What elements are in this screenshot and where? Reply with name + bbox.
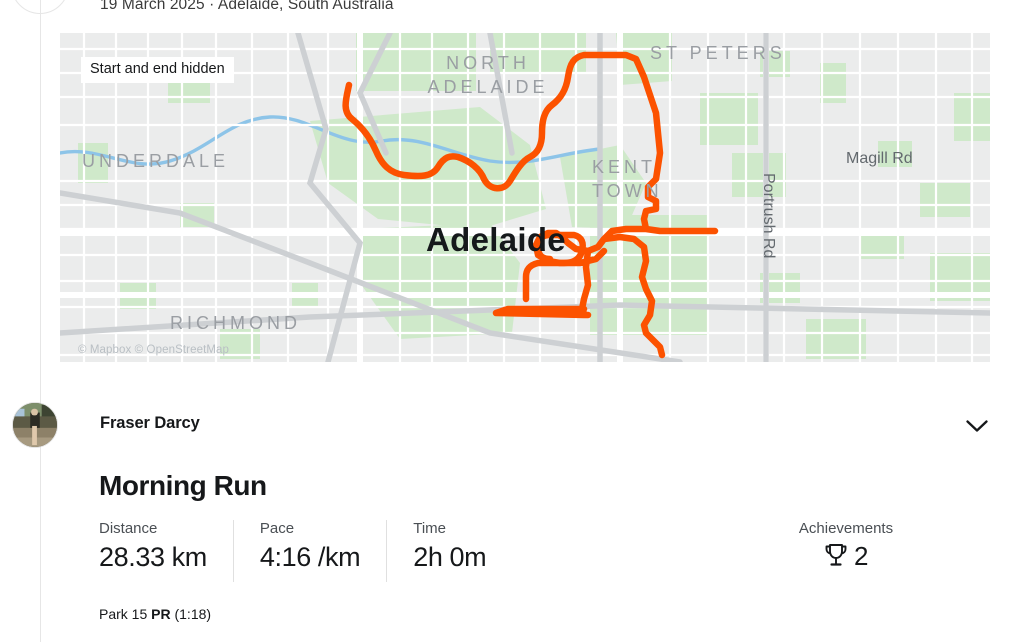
achievements-value: 2 <box>786 543 906 569</box>
stat-pace-value: 4:16 /km <box>259 541 361 572</box>
map-label-portrush-rd: Portrush Rd <box>760 173 777 258</box>
achievements-block: Achievements 2 <box>786 520 906 569</box>
map-label-magill-rd: Magill Rd <box>846 150 913 167</box>
feed-timeline-rail <box>40 0 41 642</box>
map-attribution-text: © Mapbox © OpenStreetMap <box>78 344 230 356</box>
activity-stats: Distance 28.33 km Pace 4:16 /km Time 2h … <box>99 520 512 582</box>
map-label-underdale: UNDERDALE <box>82 151 229 171</box>
map-label-kent-town: KENT <box>592 157 656 177</box>
pr-line[interactable]: Park 15 PR (1:18) <box>99 606 211 622</box>
stat-pace: Pace 4:16 /km <box>232 520 386 582</box>
pr-segment-name: Park 15 <box>99 606 148 622</box>
map-canvas: NORTH ADELAIDE ST PETERS UNDERDALE RICHM… <box>60 33 990 362</box>
pr-time: (1:18) <box>174 606 212 622</box>
map-label-st-peters: ST PETERS <box>650 43 786 63</box>
map-river <box>60 115 602 166</box>
activity-meta-line: 19 March 2025 · Adelaide, South Australi… <box>100 0 394 13</box>
map-attribution[interactable]: © Mapbox © OpenStreetMap <box>74 344 229 356</box>
privacy-zone-badge: Start and end hidden <box>81 57 234 83</box>
stat-time-label: Time <box>413 520 446 537</box>
achievements-count: 2 <box>853 540 869 571</box>
map-label-adelaide: Adelaide <box>426 221 566 258</box>
map-label-richmond: RICHMOND <box>170 313 301 333</box>
activity-title[interactable]: Morning Run <box>99 470 267 501</box>
achievements-label: Achievements <box>798 520 894 537</box>
athlete-name[interactable]: Fraser Darcy <box>100 414 200 432</box>
map-label-north-adelaide-2: ADELAIDE <box>427 77 548 97</box>
activity-options-chevron[interactable] <box>963 412 991 440</box>
avatar-photo <box>13 403 57 447</box>
stat-pace-label: Pace <box>259 520 295 537</box>
stat-distance-label: Distance <box>99 520 158 537</box>
stat-distance-value: 28.33 km <box>99 541 207 572</box>
stat-distance: Distance 28.33 km <box>99 520 233 582</box>
gps-route-overlay <box>522 231 586 303</box>
athlete-row: Fraser Darcy <box>0 402 1023 448</box>
stat-time: Time 2h 0m <box>386 520 512 582</box>
activity-route-map[interactable]: NORTH ADELAIDE ST PETERS UNDERDALE RICHM… <box>60 33 990 362</box>
map-arterial-roads <box>60 33 990 362</box>
avatar[interactable] <box>12 402 58 448</box>
chevron-down-icon <box>966 419 988 432</box>
trophy-icon <box>825 543 847 566</box>
map-label-kent-town-2: TOWN <box>592 181 663 201</box>
map-label-north-adelaide: NORTH <box>446 53 530 73</box>
pr-badge: PR <box>151 606 171 622</box>
stat-time-value: 2h 0m <box>413 541 487 572</box>
